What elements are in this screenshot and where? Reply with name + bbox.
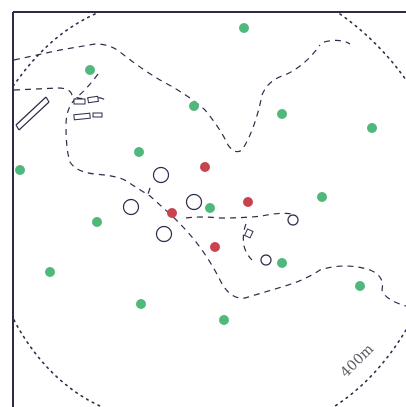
boundary-line: [65, 73, 406, 307]
building: [73, 98, 86, 105]
boundary-line: [13, 87, 109, 103]
green-marker-layer: [15, 23, 377, 325]
green-point-marker[interactable]: [367, 123, 377, 133]
building: [73, 112, 91, 121]
green-point-marker[interactable]: [15, 165, 25, 175]
open-marker-layer: [122, 166, 299, 266]
open-circle-marker[interactable]: [152, 166, 170, 184]
green-point-marker[interactable]: [277, 258, 287, 268]
road: [15, 124, 20, 131]
green-point-marker[interactable]: [239, 23, 249, 33]
road: [45, 96, 50, 103]
green-point-marker[interactable]: [355, 281, 365, 291]
green-point-marker[interactable]: [277, 109, 287, 119]
road: [18, 101, 50, 131]
open-circle-marker[interactable]: [122, 198, 140, 216]
green-point-marker[interactable]: [317, 192, 327, 202]
green-point-marker[interactable]: [92, 217, 102, 227]
boundary-line: [13, 43, 321, 153]
building: [243, 228, 254, 239]
red-point-marker[interactable]: [210, 242, 220, 252]
boundary-line: [242, 223, 253, 261]
red-point-marker[interactable]: [200, 162, 210, 172]
green-point-marker[interactable]: [85, 65, 95, 75]
boundary-line: [147, 187, 151, 195]
green-point-marker[interactable]: [205, 203, 215, 213]
open-circle-marker[interactable]: [260, 254, 272, 266]
red-point-marker[interactable]: [243, 197, 253, 207]
road: [15, 96, 47, 126]
green-point-marker[interactable]: [136, 299, 146, 309]
range-ring: [13, 13, 406, 407]
open-circle-marker[interactable]: [185, 193, 203, 211]
red-marker-layer: [167, 162, 253, 252]
red-point-marker[interactable]: [167, 208, 177, 218]
building: [92, 112, 103, 118]
green-point-marker[interactable]: [45, 267, 55, 277]
building: [87, 95, 99, 104]
boundary-line: [323, 39, 351, 45]
boundary-line: [185, 212, 293, 219]
open-circle-marker[interactable]: [287, 214, 299, 226]
green-point-marker[interactable]: [219, 315, 229, 325]
green-point-marker[interactable]: [134, 147, 144, 157]
open-circle-marker[interactable]: [155, 225, 173, 243]
scale-label: 400m: [338, 341, 378, 381]
green-point-marker[interactable]: [189, 101, 199, 111]
